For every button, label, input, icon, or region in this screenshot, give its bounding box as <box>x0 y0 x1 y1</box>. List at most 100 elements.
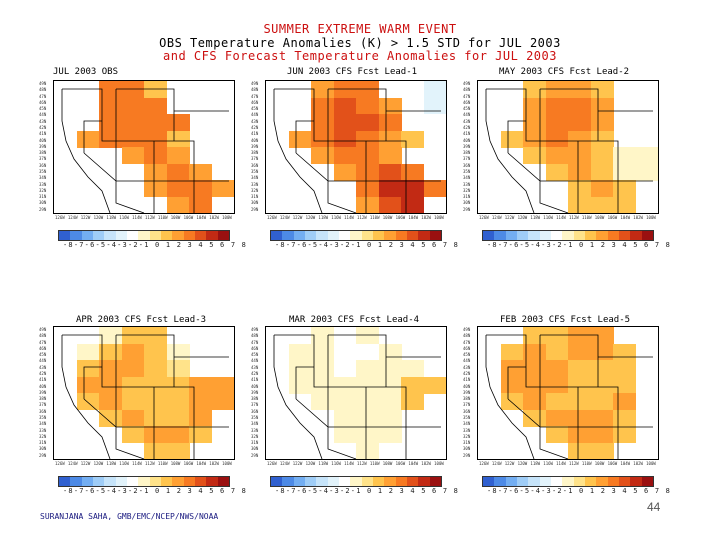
x-tick-label: 108W <box>170 461 181 466</box>
x-tick-label: 106W <box>607 461 618 466</box>
anomaly-cell <box>189 426 212 443</box>
x-tick-label: 122W <box>292 215 303 220</box>
anomaly-cell <box>378 376 402 394</box>
anomaly-cell <box>211 393 234 410</box>
y-tick-label: 46N <box>251 345 259 351</box>
colorbar-swatch <box>516 477 529 486</box>
colorbar <box>270 476 442 487</box>
y-tick-label: 40N <box>463 137 471 143</box>
y-tick-label: 42N <box>251 125 259 130</box>
y-tick-label: 42N <box>39 371 47 376</box>
y-tick-label: 41N <box>39 377 47 383</box>
colorbar-swatch <box>115 477 127 486</box>
anomaly-cell <box>356 409 379 427</box>
colorbar-swatch <box>630 231 642 240</box>
y-tick-label: 42N <box>463 371 471 376</box>
y-tick-label: 49N <box>39 327 47 332</box>
colorbar-swatch <box>160 231 173 240</box>
colorbar-swatch <box>596 477 608 486</box>
anomaly-cell <box>189 393 212 410</box>
y-tick-label: 30N <box>39 200 47 206</box>
colorbar-swatch <box>81 231 93 240</box>
y-tick-label: 39N <box>39 143 47 149</box>
x-tick-label: 116W <box>543 461 553 466</box>
state-lines <box>273 88 441 213</box>
anomaly-cell <box>356 114 379 131</box>
anomaly-cell <box>545 114 569 131</box>
state-lines <box>273 334 441 459</box>
anomaly-cell <box>333 426 357 443</box>
y-tick-label: 44N <box>463 358 471 364</box>
y-tick-label: 47N <box>251 339 259 345</box>
anomaly-cell <box>568 360 591 377</box>
anomaly-cell <box>590 360 614 377</box>
anomaly-cell <box>568 81 591 98</box>
colorbar-swatch <box>81 477 93 486</box>
anomaly-cell <box>211 180 234 197</box>
title-line-3: and CFS Forecast Temperature Anomalies f… <box>163 49 557 63</box>
state-boundaries <box>61 334 229 459</box>
y-tick-label: 31N <box>463 440 471 446</box>
anomaly-cell <box>378 163 402 181</box>
anomaly-cell <box>144 426 167 443</box>
y-tick-label: 36N <box>39 408 47 414</box>
anomaly-cell <box>568 343 591 361</box>
y-tick-label: 43N <box>39 364 47 370</box>
anomaly-map <box>53 80 235 214</box>
anomaly-cell <box>423 180 446 197</box>
y-tick-label: 43N <box>251 364 259 370</box>
x-tick-label: 108W <box>594 215 605 220</box>
y-tick-label: 38N <box>39 396 47 402</box>
colorbar-swatch <box>539 477 551 486</box>
y-tick-label: 38N <box>463 150 471 156</box>
anomaly-cell <box>144 343 167 361</box>
x-tick-label: 114W <box>132 215 142 220</box>
y-tick-label: 41N <box>463 131 471 137</box>
colorbar-swatch <box>528 477 540 486</box>
anomaly-cell <box>189 163 212 181</box>
colorbar-swatch <box>562 477 574 486</box>
x-tick-label: 100W <box>646 461 656 466</box>
x-tick-label: 124W <box>67 215 78 220</box>
colorbar-swatch <box>550 477 563 486</box>
colorbar-swatch <box>115 231 127 240</box>
title-line-2: OBS Temperature Anomalies (K) > 1.5 STD … <box>159 36 561 50</box>
colorbar-swatch <box>104 477 116 486</box>
y-tick-label: 35N <box>251 169 259 174</box>
colorbar-swatch <box>418 477 430 486</box>
anomaly-cell <box>401 376 424 394</box>
y-tick-label: 34N <box>463 421 471 427</box>
x-tick-label: 122W <box>80 461 91 466</box>
y-tick-label: 32N <box>463 187 471 193</box>
x-tick-label: 106W <box>607 215 618 220</box>
y-tick-label: 39N <box>463 389 471 395</box>
anomaly-cell <box>378 196 402 213</box>
anomaly-cell <box>166 343 190 361</box>
anomaly-cell <box>423 97 446 115</box>
y-tick-label: 45N <box>39 106 47 112</box>
y-tick-label: 48N <box>251 333 259 339</box>
anomaly-cell <box>121 147 145 164</box>
x-tick-label: 126W <box>479 461 489 466</box>
anomaly-cell <box>401 163 424 181</box>
anomaly-cell <box>121 114 145 131</box>
anomaly-cell <box>121 343 145 361</box>
colorbar-swatch <box>327 477 339 486</box>
y-tick-label: 42N <box>39 125 47 130</box>
y-tick-label: 31N <box>251 440 259 446</box>
anomaly-cell <box>121 327 145 344</box>
x-tick-label: 100W <box>222 461 232 466</box>
y-tick-label: 47N <box>463 339 471 345</box>
y-tick-label: 47N <box>251 93 259 99</box>
colorbar-labels: -8-7-6-5-4-3-2-1 0 1 2 3 4 5 6 7 8 <box>487 241 672 249</box>
anomaly-map <box>53 326 235 460</box>
y-tick-label: 37N <box>463 156 471 162</box>
x-tick-label: 104W <box>620 461 631 466</box>
y-tick-label: 48N <box>251 87 259 93</box>
anomaly-cell <box>590 180 614 197</box>
colorbar-swatch <box>584 231 597 240</box>
anomaly-cell <box>635 147 658 164</box>
y-tick-label: 46N <box>39 345 47 351</box>
anomaly-cell <box>166 163 190 181</box>
colorbar-swatch <box>483 477 495 486</box>
